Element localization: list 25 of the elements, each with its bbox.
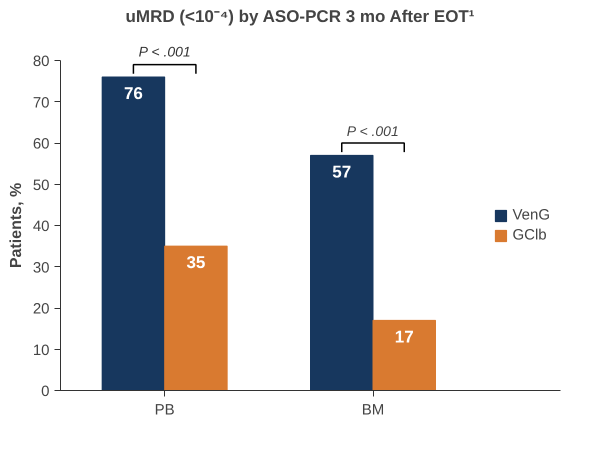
bar [102, 76, 166, 390]
data-label: 76 [124, 84, 143, 103]
y-tick-label: 80 [32, 53, 50, 70]
legend-label: GClb [512, 226, 547, 244]
y-tick-label: 30 [32, 259, 50, 276]
bar [164, 246, 228, 390]
data-label: 17 [394, 327, 414, 346]
x-tick-label: PB [154, 402, 175, 418]
bar [372, 320, 436, 390]
y-tick-label: 50 [32, 176, 50, 194]
y-tick-label: 70 [32, 94, 50, 112]
y-tick-label: 10 [32, 342, 50, 359]
y-tick-label: 20 [32, 300, 50, 318]
x-tick-label: BM [362, 402, 384, 418]
y-tick-label: 0 [41, 383, 50, 400]
legend-label: VenG [512, 206, 550, 224]
y-axis-title: Patients, % [8, 182, 25, 268]
text: P < .001 [138, 44, 191, 60]
data-label: 35 [186, 253, 206, 272]
y-tick-label: 40 [32, 218, 50, 235]
chart-title: uMRD (<10⁻⁴) by ASO-PCR 3 mo After EOT¹ [126, 6, 474, 28]
bar [310, 154, 374, 390]
annotation: P < .001 [346, 123, 399, 139]
y-tick-label: 60 [32, 136, 50, 152]
data-label: 57 [332, 162, 352, 182]
